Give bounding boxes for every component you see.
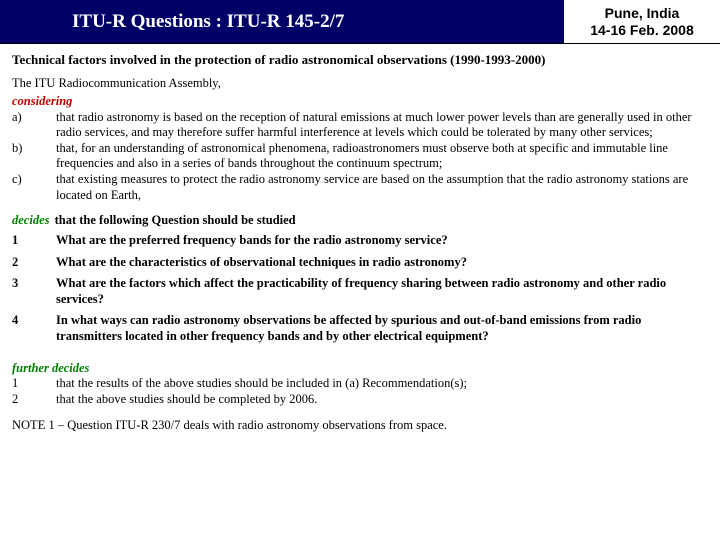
list-item: b) that, for an understanding of astrono… <box>12 141 708 172</box>
header-date: 14-16 Feb. 2008 <box>590 22 694 39</box>
item-text: What are the factors which affect the pr… <box>56 276 708 313</box>
header-meta: Pune, India 14-16 Feb. 2008 <box>564 0 720 43</box>
list-item: 1 What are the preferred frequency bands… <box>12 233 708 255</box>
item-text: that the above studies should be complet… <box>56 392 708 408</box>
item-marker: 2 <box>12 255 56 277</box>
considering-label: considering <box>12 94 708 110</box>
slide-body: Technical factors involved in the protec… <box>0 44 720 437</box>
header-title-bar: ITU-R Questions : ITU-R 145-2/7 <box>0 0 564 43</box>
item-text: In what ways can radio astronomy observa… <box>56 313 708 350</box>
subtitle: Technical factors involved in the protec… <box>12 52 708 68</box>
item-text: that the results of the above studies sh… <box>56 376 708 392</box>
list-item: 3 What are the factors which affect the … <box>12 276 708 313</box>
list-item: 2 What are the characteristics of observ… <box>12 255 708 277</box>
list-item: a) that radio astronomy is based on the … <box>12 110 708 141</box>
item-text: that radio astronomy is based on the rec… <box>56 110 708 141</box>
item-text: What are the characteristics of observat… <box>56 255 708 277</box>
list-item: c) that existing measures to protect the… <box>12 172 708 203</box>
intro-line: The ITU Radiocommunication Assembly, <box>12 76 708 92</box>
further-list: 1 that the results of the above studies … <box>12 376 708 407</box>
item-text: What are the preferred frequency bands f… <box>56 233 708 255</box>
item-marker: a) <box>12 110 56 141</box>
header-title: ITU-R Questions : ITU-R 145-2/7 <box>72 11 344 33</box>
item-marker: 4 <box>12 313 56 350</box>
item-text: that existing measures to protect the ra… <box>56 172 708 203</box>
decides-label: decides <box>12 213 49 227</box>
decides-tail: that the following Question should be st… <box>51 213 295 227</box>
item-marker: 1 <box>12 233 56 255</box>
footnote: NOTE 1 – Question ITU-R 230/7 deals with… <box>12 418 708 434</box>
slide-header: ITU-R Questions : ITU-R 145-2/7 Pune, In… <box>0 0 720 44</box>
decides-heading: decides that the following Question shou… <box>12 213 708 229</box>
item-marker: 3 <box>12 276 56 313</box>
header-location: Pune, India <box>605 5 680 22</box>
item-text: that, for an understanding of astronomic… <box>56 141 708 172</box>
item-marker: 1 <box>12 376 56 392</box>
item-marker: b) <box>12 141 56 172</box>
further-label: further decides <box>12 361 708 377</box>
item-marker: 2 <box>12 392 56 408</box>
decides-list: 1 What are the preferred frequency bands… <box>12 233 708 351</box>
list-item: 2 that the above studies should be compl… <box>12 392 708 408</box>
list-item: 1 that the results of the above studies … <box>12 376 708 392</box>
considering-list: a) that radio astronomy is based on the … <box>12 110 708 204</box>
item-marker: c) <box>12 172 56 203</box>
list-item: 4 In what ways can radio astronomy obser… <box>12 313 708 350</box>
